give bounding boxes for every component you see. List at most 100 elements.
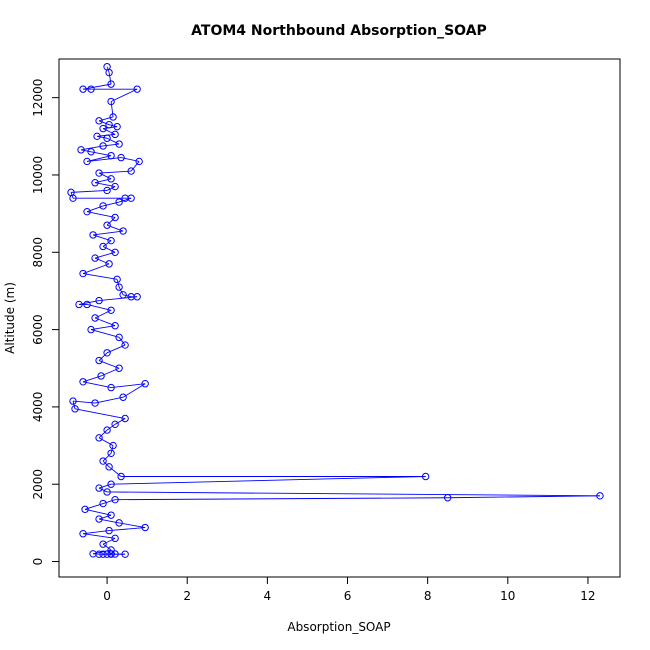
data-point — [87, 148, 95, 156]
data-point — [105, 463, 113, 471]
x-axis-label: Absorption_SOAP — [287, 620, 390, 634]
series-segment — [110, 88, 138, 102]
data-point — [111, 248, 119, 256]
series-segment — [102, 246, 116, 253]
series-segment — [86, 211, 116, 218]
data-point — [99, 124, 107, 133]
data-point — [77, 146, 85, 154]
data-point — [117, 472, 125, 481]
data-point — [111, 420, 119, 429]
data-point — [95, 484, 103, 492]
data-point — [99, 499, 107, 508]
data-point — [79, 530, 87, 538]
series-segment — [82, 530, 110, 535]
data-point — [69, 194, 77, 202]
data-point — [95, 434, 103, 442]
data-point — [105, 68, 113, 77]
data-point — [87, 85, 95, 93]
data-point — [83, 300, 91, 309]
data-point — [79, 269, 87, 278]
series-segment — [98, 429, 108, 439]
data-point — [107, 306, 115, 314]
series-segment — [102, 537, 116, 545]
data-point — [107, 175, 115, 183]
data-point — [115, 519, 123, 527]
data-point — [115, 283, 123, 291]
data-point — [121, 550, 129, 558]
series-segment — [98, 352, 108, 361]
y-tick-label: 0 — [31, 558, 45, 566]
data-point — [81, 505, 89, 514]
data-point — [99, 550, 107, 558]
series-segment — [103, 143, 120, 147]
x-tick-label: 12 — [580, 589, 595, 603]
data-point — [119, 291, 127, 299]
series-segment — [96, 135, 108, 139]
series-segment — [90, 329, 120, 338]
y-axis-label: Altitude (m) — [3, 282, 17, 354]
data-point — [117, 153, 125, 162]
data-point — [115, 333, 123, 342]
data-point — [107, 97, 115, 106]
series-segment — [107, 491, 600, 497]
data-point — [119, 227, 127, 235]
series-segment — [111, 383, 146, 389]
data-point — [109, 113, 117, 121]
series-segment — [82, 533, 116, 539]
data-point — [95, 169, 103, 177]
data-point — [111, 534, 119, 543]
series-segment — [110, 101, 114, 118]
series-segment — [98, 172, 112, 180]
series-segment — [114, 418, 126, 425]
data-point — [443, 494, 452, 502]
y-tick-label: 8000 — [31, 237, 45, 268]
data-point — [133, 293, 141, 301]
series-segment — [94, 396, 124, 404]
y-tick-label: 2000 — [31, 469, 45, 500]
series-segment — [115, 497, 448, 501]
data-point — [105, 121, 113, 129]
data-point — [107, 550, 115, 558]
series-segment — [116, 279, 120, 288]
series-segment — [447, 495, 600, 499]
series-segment — [102, 499, 116, 504]
x-tick-label: 8 — [424, 589, 432, 603]
series-segment — [108, 124, 118, 128]
y-tick-label: 12000 — [31, 79, 45, 117]
data-point — [596, 492, 604, 500]
series-segment — [99, 296, 138, 302]
data-point — [103, 221, 111, 229]
series-segment — [70, 189, 108, 193]
series-segment — [108, 466, 122, 477]
data-point — [75, 300, 83, 309]
data-point — [107, 546, 115, 554]
data-point — [111, 550, 119, 558]
series-segment — [130, 161, 140, 172]
series-segment — [80, 149, 92, 153]
series-segment — [86, 157, 122, 162]
series-segment — [118, 286, 124, 296]
data-point — [103, 186, 111, 195]
data-point — [127, 167, 135, 175]
series-segment — [98, 120, 110, 126]
data-point — [71, 405, 79, 413]
data-point — [107, 151, 115, 160]
data-point — [91, 254, 99, 262]
data-point — [107, 511, 115, 519]
data-point — [79, 378, 87, 386]
data-point — [133, 85, 141, 93]
series-segment — [106, 217, 116, 226]
series-segment — [94, 257, 110, 265]
series-segment — [119, 522, 146, 528]
series-segment — [122, 383, 146, 398]
data-point — [103, 349, 111, 357]
series-segment — [98, 483, 112, 489]
data-point — [107, 236, 115, 245]
series-segment — [102, 543, 112, 551]
y-tick-label: 4000 — [31, 392, 45, 423]
series-segment — [106, 137, 120, 145]
series-segment — [98, 437, 114, 446]
series-segment — [90, 325, 116, 331]
data-point — [87, 325, 95, 334]
